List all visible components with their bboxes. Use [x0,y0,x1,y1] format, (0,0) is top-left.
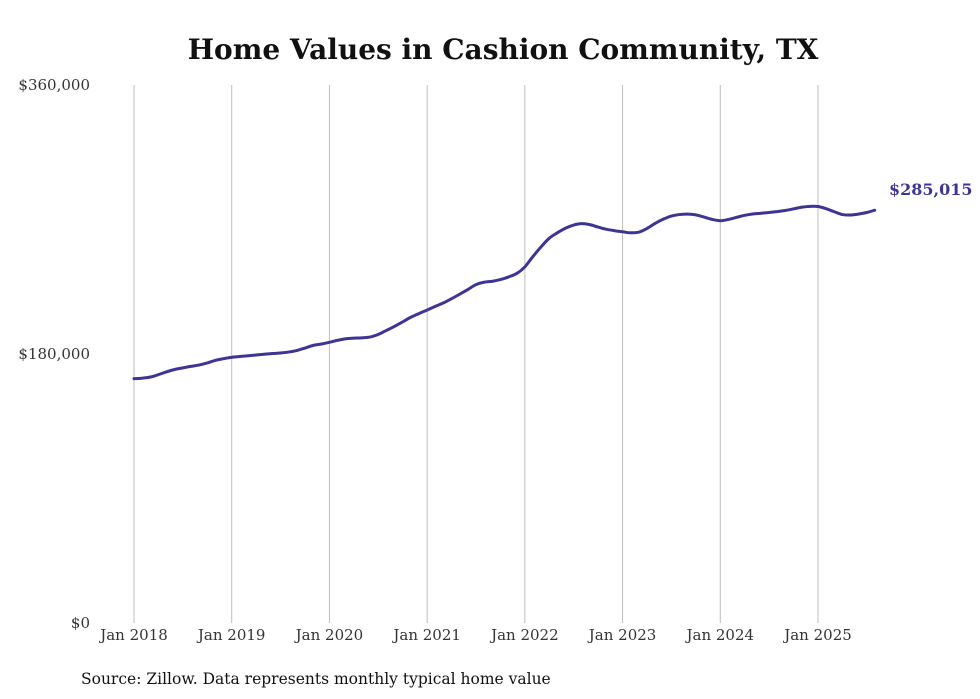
y-tick-label: $0 [71,614,90,632]
y-axis-ticks: $0 $180,000 $360,000 [18,76,90,632]
x-tick-label: Jan 2022 [489,626,559,644]
end-value-label: $285,015 [889,180,973,199]
y-tick-label: $360,000 [18,76,90,94]
gridlines [133,85,819,623]
series-line [132,204,877,381]
y-tick-label: $180,000 [18,345,90,363]
x-tick-label: Jan 2020 [294,626,364,644]
x-tick-label: Jan 2021 [391,626,461,644]
x-tick-label: Jan 2018 [98,626,168,644]
x-tick-label: Jan 2023 [587,626,657,644]
x-tick-label: Jan 2019 [196,626,266,644]
x-axis-ticks: Jan 2018 Jan 2019 Jan 2020 Jan 2021 Jan 2022… [98,626,852,644]
source-note: Source: Zillow. Data represents monthly … [81,670,551,688]
x-tick-label: Jan 2025 [782,626,852,644]
x-tick-label: Jan 2024 [685,626,755,644]
chart-title: Home Values in Cashion Community, TX [188,33,819,66]
